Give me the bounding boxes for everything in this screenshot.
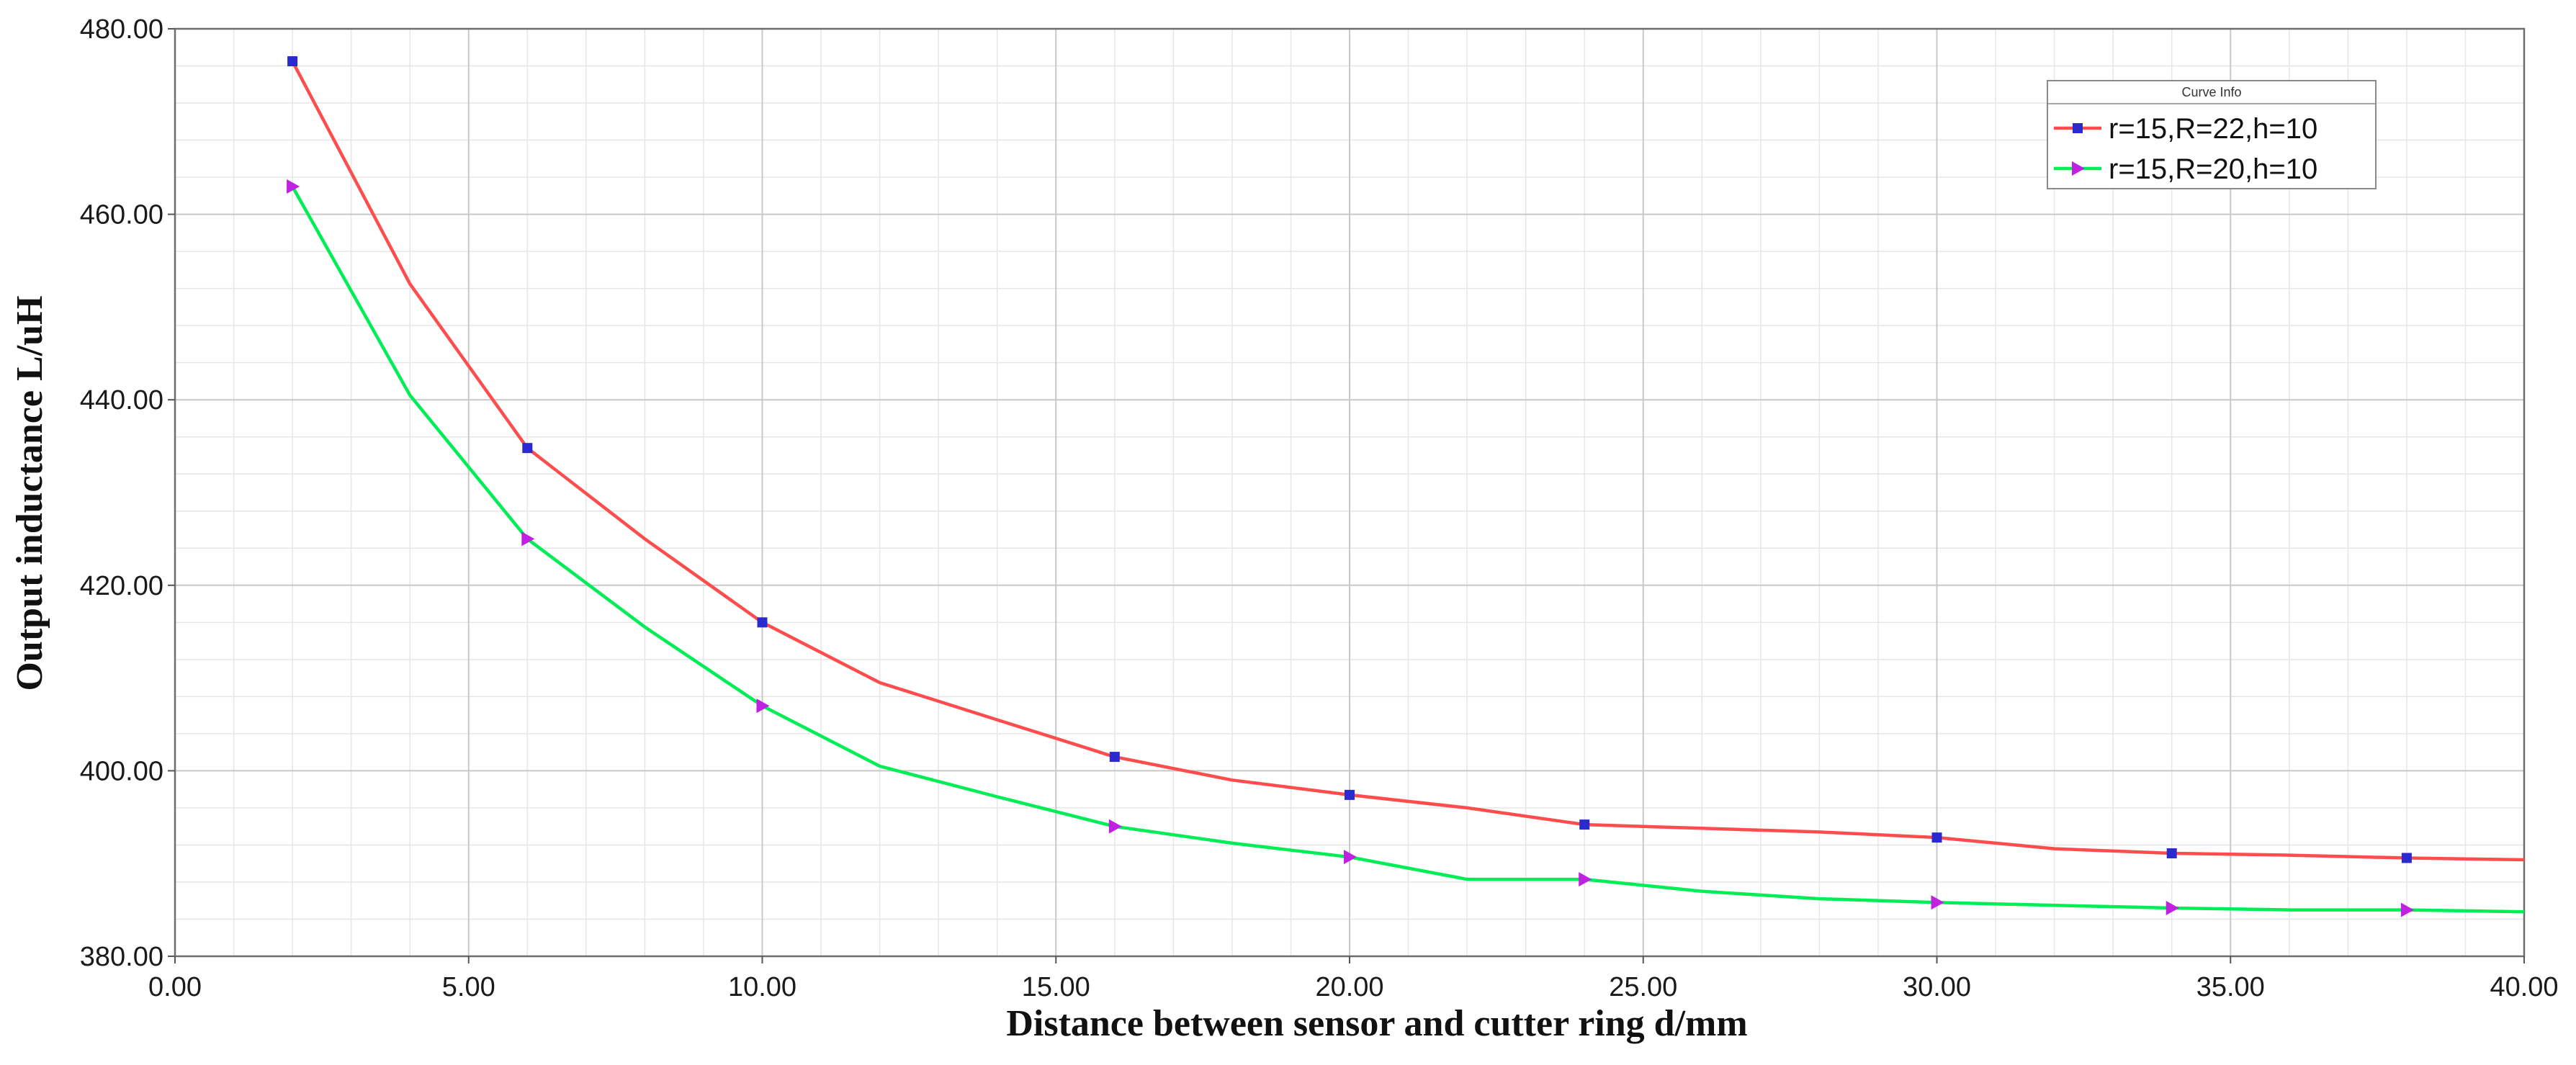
series-1-point	[522, 443, 533, 454]
x-axis-title: Distance between sensor and cutter ring …	[1006, 1003, 1747, 1044]
x-tick-label: 0.00	[148, 972, 202, 1002]
series-2-point	[756, 698, 770, 714]
series-2-point	[1931, 895, 1944, 910]
x-tick-label: 20.00	[1315, 972, 1383, 1002]
legend-title: Curve Info	[2181, 85, 2241, 99]
series-2-point	[1108, 819, 1122, 834]
series-2-point	[1344, 850, 1357, 865]
series-2-point	[2166, 901, 2179, 916]
legend-marker-1	[2073, 123, 2083, 133]
y-tick-label: 400.00	[80, 756, 163, 786]
marker-layer	[287, 56, 2414, 917]
x-tick-label: 40.00	[2490, 972, 2558, 1002]
series-line-1	[291, 60, 2525, 862]
y-tick-label: 460.00	[80, 200, 163, 230]
series-1-point	[1579, 819, 1590, 830]
x-tick-label: 35.00	[2196, 972, 2265, 1002]
series-1-point	[1931, 832, 1942, 843]
series-1-point	[2166, 848, 2177, 859]
series-2-point	[2400, 902, 2414, 917]
x-tick-label: 30.00	[1903, 972, 1971, 1002]
legend-label-1: r=15,R=22,h=10	[2109, 113, 2317, 145]
y-tick-label: 420.00	[80, 571, 163, 601]
x-tick-label: 5.00	[442, 972, 495, 1002]
series-layer	[291, 60, 2525, 914]
axes: 0.00 5.00 10.00 15.00 20.00 25.00 30.00 35.00 40…	[80, 14, 2559, 1002]
series-1-point	[2401, 853, 2412, 863]
legend-items: r=15,R=22,h=10 r=15,R=20,h=10	[2054, 113, 2317, 185]
y-tick-label: 440.00	[80, 385, 163, 415]
grid	[174, 28, 2525, 957]
series-1-point	[1109, 752, 1120, 763]
series-1-point	[287, 56, 298, 67]
x-tick-label: 10.00	[728, 972, 796, 1002]
series-2-point	[521, 531, 535, 547]
x-tick-label: 25.00	[1609, 972, 1677, 1002]
y-tick-label: 380.00	[80, 942, 163, 972]
legend-label-2: r=15,R=20,h=10	[2109, 153, 2317, 185]
legend-box	[2047, 80, 2377, 189]
y-tick-label: 480.00	[80, 14, 163, 45]
series-1-point	[1345, 789, 1355, 800]
y-axis-title: Output inductance L/uH	[9, 295, 50, 691]
series-1-point	[757, 617, 768, 628]
legend-marker-2	[2072, 161, 2085, 176]
legend: Curve Info r=15,R=22,h=10 r=15,R=20,h=10	[2047, 80, 2377, 189]
series-2-point	[287, 179, 300, 194]
x-tick-label: 15.00	[1022, 972, 1090, 1002]
series-2-point	[1579, 872, 1592, 887]
series-line-2	[291, 185, 2525, 914]
